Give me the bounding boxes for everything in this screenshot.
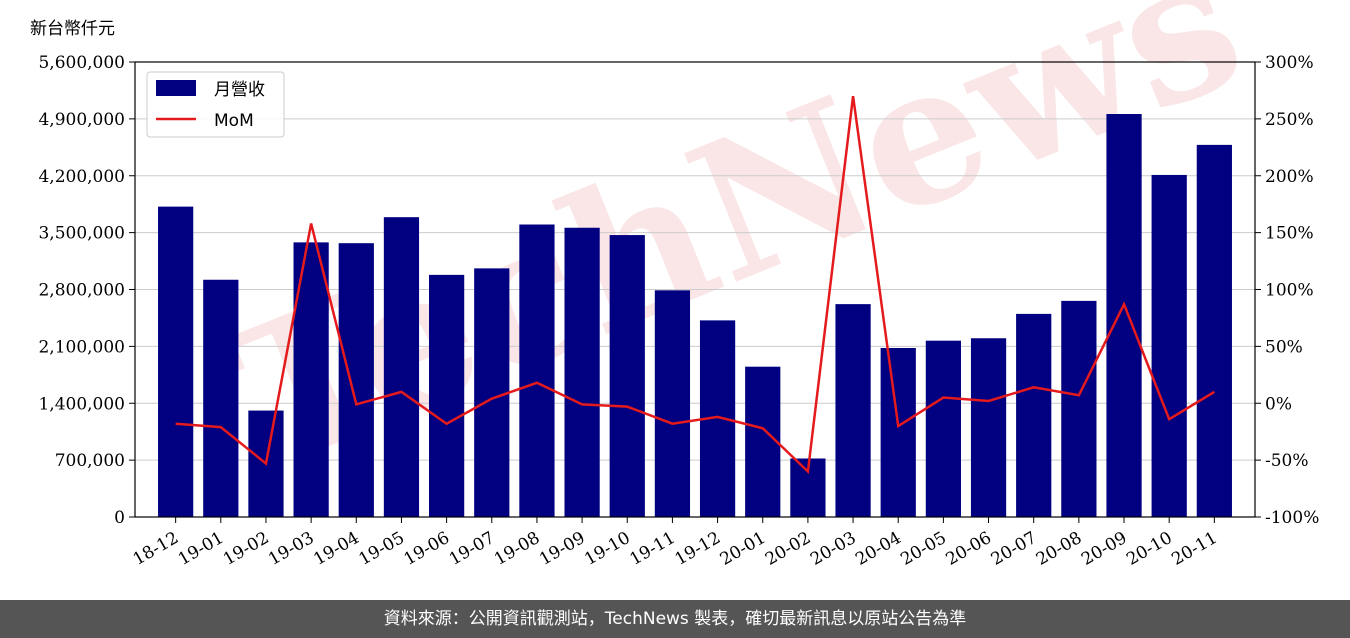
revenue-bar: [609, 235, 645, 517]
unit-label: 新台幣仟元: [30, 19, 115, 39]
x-tick-label: 20-08: [1033, 528, 1085, 570]
revenue-bar: [925, 340, 961, 517]
revenue-bar: [203, 279, 239, 517]
x-tick-label: 20-11: [1168, 528, 1220, 570]
right-tick-label: 150%: [1265, 224, 1314, 244]
x-tick-label: 20-07: [988, 528, 1040, 570]
left-tick-label: 0: [114, 508, 125, 528]
x-tick-label: 19-06: [401, 528, 453, 570]
revenue-bar: [1106, 114, 1142, 517]
x-tick-label: 20-04: [852, 528, 904, 570]
x-tick-label: 19-09: [536, 528, 588, 570]
x-tick-label: 19-08: [491, 528, 543, 570]
x-tick-label: 19-02: [220, 528, 272, 570]
x-tick-label: 20-09: [1078, 528, 1130, 570]
revenue-bar: [338, 243, 374, 517]
left-tick-label: 5,600,000: [38, 53, 125, 73]
revenue-bar: [880, 348, 916, 517]
x-axis: 18-1219-0119-0219-0319-0419-0519-0619-07…: [130, 517, 1221, 570]
x-tick-label: 20-06: [943, 528, 995, 570]
revenue-bar: [429, 274, 465, 517]
revenue-bar: [654, 290, 691, 517]
left-tick-label: 700,000: [55, 451, 125, 471]
legend: 月營收 MoM: [146, 71, 285, 138]
x-tick-label: 18-12: [130, 528, 182, 570]
x-tick-label: 19-05: [356, 528, 408, 570]
right-tick-label: 300%: [1265, 53, 1314, 73]
x-tick-label: 20-10: [1123, 528, 1175, 570]
left-tick-label: 2,100,000: [38, 337, 125, 357]
footer-source-bar: 資料來源：公開資訊觀測站，TechNews 製表，確切最新訊息以原站公告為準: [0, 600, 1350, 638]
revenue-bar: [970, 338, 1007, 517]
right-tick-label: 0%: [1265, 394, 1292, 414]
revenue-bar: [745, 366, 781, 517]
right-tick-label: 200%: [1265, 167, 1314, 187]
legend-bar-swatch: [156, 80, 196, 96]
x-tick-label: 20-02: [762, 528, 814, 570]
x-tick-label: 20-05: [897, 528, 949, 570]
bar-series: [158, 114, 1232, 517]
legend-line-label: MoM: [214, 111, 254, 131]
revenue-bar: [383, 217, 420, 517]
right-tick-label: -50%: [1265, 451, 1309, 471]
x-tick-label: 19-10: [581, 528, 633, 570]
left-tick-label: 3,500,000: [38, 224, 125, 244]
revenue-bar: [835, 304, 871, 517]
x-tick-label: 19-01: [175, 528, 227, 570]
revenue-bar: [519, 224, 555, 517]
revenue-bar: [1016, 313, 1052, 517]
right-axis: -100% -50% 0% 50% 100% 150% 200% 250% 300%: [1255, 53, 1319, 528]
right-tick-label: -100%: [1265, 508, 1319, 528]
left-tick-label: 4,200,000: [38, 167, 125, 187]
revenue-chart: TechNews 0700,0001,400,0002,100,0002,800…: [30, 0, 1319, 570]
legend-bar-label: 月營收: [214, 80, 265, 100]
revenue-bar: [564, 227, 600, 517]
x-tick-label: 19-12: [672, 528, 724, 570]
revenue-bar: [1196, 144, 1232, 517]
x-tick-label: 19-07: [446, 528, 498, 570]
left-tick-label: 4,900,000: [38, 110, 125, 130]
left-tick-label: 2,800,000: [38, 281, 125, 301]
right-tick-label: 250%: [1265, 110, 1314, 130]
revenue-bar: [158, 206, 194, 517]
x-tick-label: 19-03: [265, 528, 317, 570]
footer-source-text: 資料來源：公開資訊觀測站，TechNews 製表，確切最新訊息以原站公告為準: [383, 609, 967, 629]
left-tick-label: 1,400,000: [38, 394, 125, 414]
revenue-bar: [1061, 300, 1097, 517]
x-tick-label: 20-01: [717, 528, 769, 570]
right-tick-label: 100%: [1265, 281, 1314, 301]
left-axis: 0 700,000 1,400,000 2,100,000 2,800,000 3,500…: [38, 53, 135, 528]
x-tick-label: 19-04: [310, 528, 362, 570]
revenue-bar: [474, 268, 510, 517]
revenue-bar: [1151, 174, 1187, 517]
right-tick-label: 50%: [1265, 337, 1303, 357]
x-tick-label: 20-03: [807, 528, 859, 570]
mom-line: [175, 95, 1216, 475]
x-tick-label: 19-11: [626, 528, 678, 570]
